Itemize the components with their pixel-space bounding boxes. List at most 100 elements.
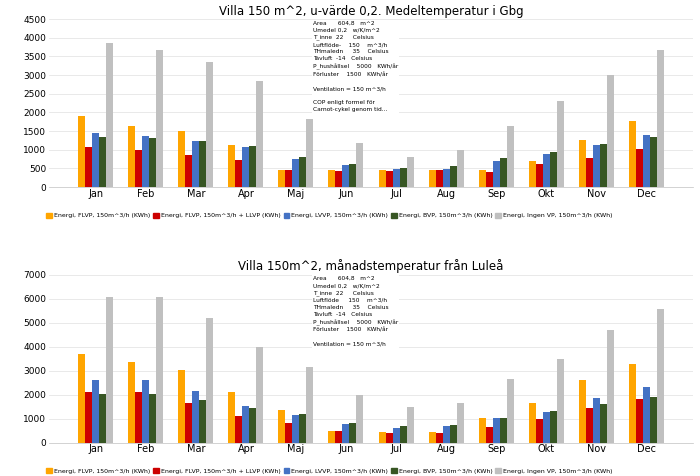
Title: Villa 150 m^2, u-värde 0,2. Medeltemperatur i Gbg: Villa 150 m^2, u-värde 0,2. Medeltempera… [218, 5, 524, 18]
Bar [536, 419, 542, 443]
Legend: Energi, FLVP, 150m^3/h (KWh), Energi, FLVP, 150m^3/h + LLVP (KWh), Energi, LVVP,: Energi, FLVP, 150m^3/h (KWh), Energi, FL… [46, 212, 613, 219]
Bar [135, 392, 142, 443]
Bar [300, 157, 307, 187]
Bar [650, 137, 657, 187]
Bar [428, 170, 435, 187]
Title: Villa 150m^2, månadstemperatur från Luleå: Villa 150m^2, månadstemperatur från Lule… [238, 259, 504, 273]
Bar [142, 136, 149, 187]
Bar [85, 147, 92, 187]
Bar [193, 391, 200, 443]
Bar [342, 166, 349, 187]
Legend: Energi, FLVP, 150m^3/h (KWh), Energi, FLVP, 150m^3/h + LLVP (KWh), Energi, LVVP,: Energi, FLVP, 150m^3/h (KWh), Energi, FL… [46, 467, 613, 475]
Bar [199, 141, 206, 187]
Bar [657, 309, 664, 443]
Bar [307, 367, 314, 443]
Bar [600, 144, 607, 187]
Bar [393, 428, 400, 443]
Bar [407, 407, 414, 443]
Text: Area      604,8   m^2
Umedel 0,2   w/K/m^2
T_inne  22     Celsius
Luftflöde-    : Area 604,8 m^2 Umedel 0,2 w/K/m^2 T_inne… [313, 21, 398, 112]
Bar [286, 170, 293, 187]
Bar [279, 170, 286, 187]
Bar [607, 75, 614, 187]
Bar [536, 164, 542, 187]
Bar [106, 297, 113, 443]
Bar [593, 145, 600, 187]
Bar [149, 394, 156, 443]
Bar [407, 157, 414, 187]
Bar [479, 418, 486, 443]
Bar [500, 159, 507, 187]
Bar [193, 141, 200, 187]
Bar [293, 415, 300, 443]
Bar [586, 158, 593, 187]
Bar [400, 168, 407, 187]
Bar [556, 101, 564, 187]
Bar [99, 395, 106, 443]
Bar [493, 418, 500, 443]
Bar [249, 408, 256, 443]
Bar [228, 145, 235, 187]
Bar [235, 416, 242, 443]
Bar [92, 133, 99, 187]
Bar [342, 424, 349, 443]
Bar [128, 126, 135, 187]
Bar [186, 403, 192, 443]
Bar [657, 50, 664, 187]
Bar [279, 409, 286, 443]
Bar [85, 392, 92, 443]
Bar [128, 361, 135, 443]
Bar [356, 395, 363, 443]
Bar [550, 411, 556, 443]
Bar [235, 160, 242, 187]
Bar [393, 169, 400, 187]
Bar [593, 398, 600, 443]
Bar [636, 149, 643, 187]
Bar [156, 50, 163, 187]
Bar [379, 170, 386, 187]
Bar [528, 161, 536, 187]
Bar [78, 354, 85, 443]
Bar [349, 164, 356, 187]
Bar [78, 116, 85, 187]
Bar [379, 432, 386, 443]
Bar [286, 423, 293, 443]
Bar [178, 131, 186, 187]
Bar [636, 399, 643, 443]
Bar [528, 403, 536, 443]
Bar [293, 159, 300, 187]
Bar [643, 387, 650, 443]
Bar [600, 404, 607, 443]
Bar [435, 170, 442, 187]
Bar [186, 155, 192, 187]
Bar [328, 431, 335, 443]
Bar [449, 166, 456, 187]
Bar [629, 364, 636, 443]
Bar [486, 427, 493, 443]
Bar [456, 150, 463, 187]
Bar [178, 370, 186, 443]
Bar [307, 119, 314, 187]
Text: Area      604,8   m^2
Umedel 0,2   w/K/m^2
T_inne  22     Celsius
Luftflöde     : Area 604,8 m^2 Umedel 0,2 w/K/m^2 T_inne… [313, 276, 398, 347]
Bar [500, 418, 507, 443]
Bar [99, 137, 106, 187]
Bar [256, 347, 263, 443]
Bar [428, 432, 435, 443]
Bar [386, 433, 393, 443]
Bar [507, 379, 514, 443]
Bar [135, 150, 142, 187]
Bar [586, 408, 593, 443]
Bar [479, 169, 486, 187]
Bar [629, 121, 636, 187]
Bar [442, 426, 449, 443]
Bar [199, 400, 206, 443]
Bar [456, 403, 463, 443]
Bar [650, 397, 657, 443]
Bar [507, 126, 514, 187]
Bar [542, 412, 550, 443]
Bar [335, 171, 342, 187]
Bar [106, 43, 113, 187]
Bar [328, 169, 335, 187]
Bar [206, 62, 214, 187]
Bar [256, 81, 263, 187]
Bar [149, 138, 156, 187]
